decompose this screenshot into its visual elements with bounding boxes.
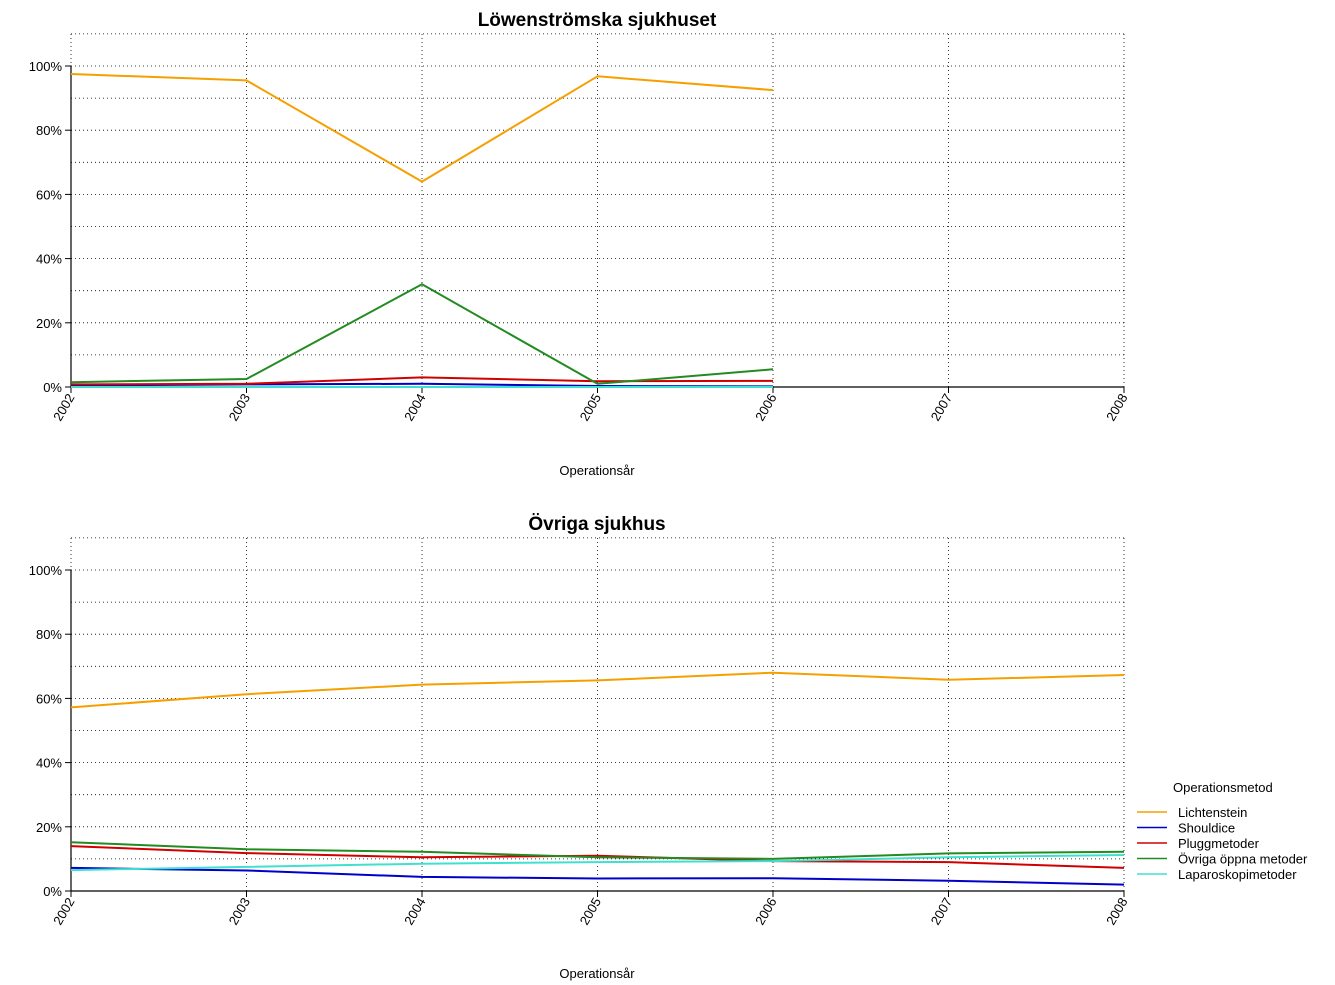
x-tick-label: 2006: [752, 895, 779, 928]
y-tick-label: 20%: [36, 316, 62, 331]
y-tick-label: 0%: [43, 884, 62, 899]
y-tick-label: 80%: [36, 123, 62, 138]
y-tick-label: 20%: [36, 820, 62, 835]
x-tick-label: 2004: [401, 391, 428, 424]
x-axis-label: Operationsår: [559, 463, 635, 478]
legend: Operationsmetod LichtensteinShouldicePlu…: [1137, 780, 1308, 882]
y-tick-label: 40%: [36, 756, 62, 771]
legend-label: Laparoskopimetoder: [1178, 867, 1297, 882]
x-tick-label: 2008: [1103, 895, 1130, 928]
x-axis-label: Operationsår: [559, 966, 635, 981]
y-tick-label: 80%: [36, 627, 62, 642]
y-tick-label: 60%: [36, 691, 62, 706]
x-tick-label: 2007: [928, 895, 955, 928]
series-line-lichtenstein: [70, 73, 774, 183]
x-tick-label: 2005: [577, 895, 604, 928]
chart-title: Löwenströmska sjukhuset: [478, 10, 717, 31]
series-line-shouldice: [70, 866, 1125, 886]
y-tick-label: 0%: [43, 380, 62, 395]
y-tick-label: 100%: [29, 59, 63, 74]
x-tick-label: 2003: [226, 391, 253, 424]
series-line--vriga-ppna-metoder: [70, 283, 774, 385]
series-line--vriga-ppna-metoder: [70, 841, 1125, 860]
panel-ovriga-sjukhus: Övriga sjukhus Operationsår 0% 20% 40% 60% 8…: [29, 514, 1131, 981]
y-tick-label: 40%: [36, 252, 62, 267]
legend-label: Lichtenstein: [1178, 805, 1247, 820]
panel-lowenstromska: Löwenströmska sjukhuset Operationsår 0%2…: [29, 10, 1131, 478]
x-tick-label: 2006: [752, 391, 779, 424]
x-tick-label: 2004: [401, 895, 428, 928]
x-tick-label: 2007: [928, 391, 955, 424]
legend-title: Operationsmetod: [1173, 780, 1273, 795]
legend-label: Shouldice: [1178, 821, 1235, 836]
series-line-laparoskopimetoder: [70, 854, 1125, 872]
series-line-pluggmetoder: [70, 845, 1125, 869]
series-line-pluggmetoder: [70, 376, 774, 386]
y-tick-label: 60%: [36, 187, 62, 202]
x-tick-label: 2002: [50, 895, 77, 928]
x-tick-label: 2008: [1103, 391, 1130, 424]
legend-label: Övriga öppna metoder: [1178, 852, 1308, 867]
chart-title: Övriga sjukhus: [528, 514, 665, 535]
legend-label: Pluggmetoder: [1178, 836, 1260, 851]
x-tick-label: 2003: [226, 895, 253, 928]
y-tick-label: 100%: [29, 563, 63, 578]
x-tick-label: 2002: [50, 391, 77, 424]
series-line-lichtenstein: [70, 671, 1125, 709]
x-tick-label: 2005: [577, 391, 604, 424]
